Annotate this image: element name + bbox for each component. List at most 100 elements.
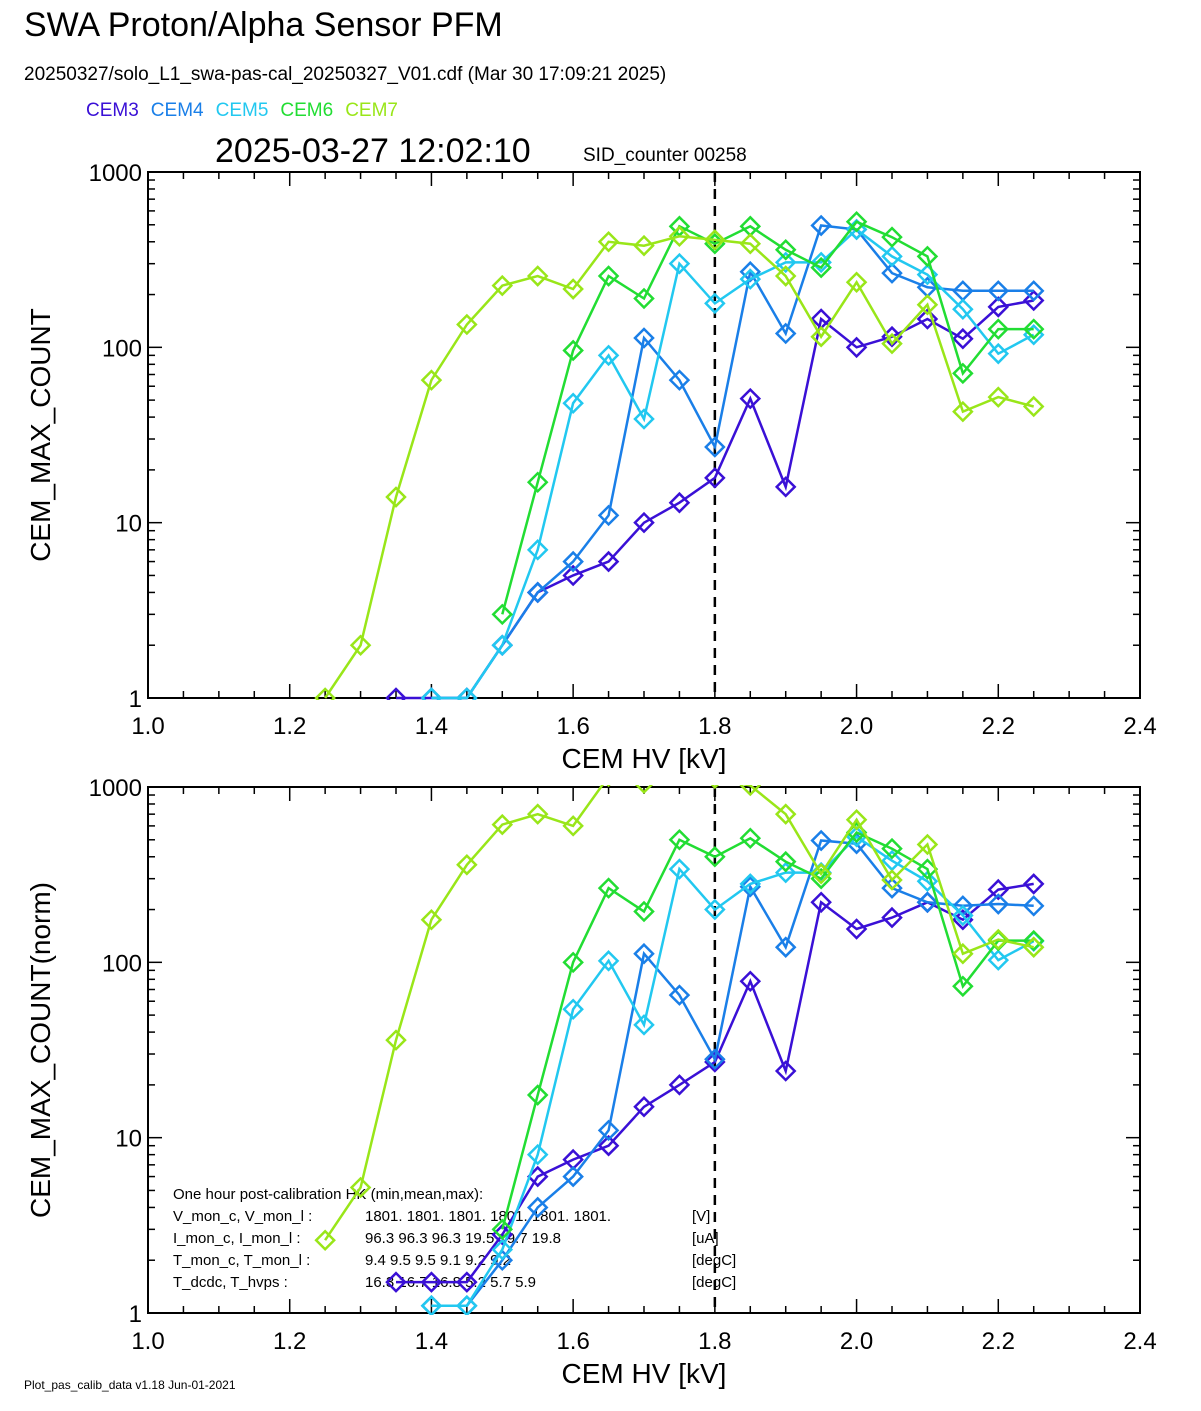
x-axis-label: CEM HV [kV] [562,1358,727,1389]
data-point-marker [845,336,868,359]
data-point-marker [420,908,443,931]
x-tick-label: 1.4 [415,713,448,740]
data-point-marker [562,951,584,974]
data-point-marker [952,942,974,965]
x-tick-label: 1.8 [698,713,731,740]
data-point-marker [881,332,903,355]
data-point-marker [704,1048,726,1071]
data-point-marker [739,873,762,895]
hk-row-unit: [degC] [692,1252,736,1269]
data-point-marker [845,809,868,831]
hk-heading: One hour post-calibration HK (min,mean,m… [173,1186,483,1203]
data-point-marker [668,491,691,514]
series-line [501,830,1034,1230]
data-point-marker [385,1271,407,1293]
data-point-marker [491,1238,514,1261]
data-point-marker [952,327,974,350]
data-point-marker [420,1271,443,1293]
data-point-marker [1022,929,1045,952]
data-point-marker [562,278,584,300]
data-point-marker [739,785,762,797]
data-point-marker [987,893,1010,915]
data-point-marker [810,214,832,237]
data-point-marker [526,803,549,825]
series-cem5 [420,218,1045,700]
sid-counter: SID_counter 00258 [583,145,747,166]
footer-version: Plot_pas_calib_data v1.18 Jun-01-2021 [24,1378,236,1392]
data-point-marker [597,265,620,287]
series-line [431,839,1034,1307]
data-point-marker [668,1074,691,1096]
data-point-marker [845,211,868,233]
data-point-marker [710,785,719,790]
data-point-marker [456,313,478,336]
plot-title: SWA Proton/Alpha Sensor PFM [24,6,503,44]
panel-2: 1.0 1.2 1.4 1.6 1.8 2.0 2.2 2.4 1 10 100 1000 CEM HV… [25,775,1157,1389]
data-point-marker [597,1134,620,1157]
data-point-marker [668,252,691,275]
data-point-marker [597,344,620,367]
data-point-marker [634,785,654,795]
data-point-marker [916,833,939,856]
x-axis-label: CEM HV [kV] [562,743,727,774]
data-point-marker [526,1084,549,1106]
y-tick-label: 1 [129,686,142,713]
series-line [501,220,1034,615]
x-tick-label: 2.2 [982,713,1015,740]
hk-row-values: 96.3 96.3 96.3 19.5 19.7 19.8 [365,1230,561,1247]
data-point-marker [668,369,691,391]
data-point-marker [952,362,974,385]
data-point-marker [739,232,762,255]
data-point-marker [952,975,974,998]
data-point-marker [597,1119,620,1142]
data-point-marker [633,900,655,923]
data-point-marker [606,785,611,788]
y-tick-label: 10 [115,1126,142,1153]
data-point-marker [1022,318,1045,340]
legend-entry-cem3: CEM3 [86,100,139,121]
x-tick-label: 1.8 [698,1328,731,1355]
x-tick-label: 1.2 [273,1328,306,1355]
panel-1: 1.0 1.2 1.4 1.6 1.8 2.0 2.2 2.4 1 10 100 1000 CEM HV… [25,160,1157,774]
data-point-marker [491,603,514,626]
data-point-marker [420,1294,443,1315]
y-axis-label: CEM_MAX_COUNT [25,308,56,562]
timestamp: 2025-03-27 12:02:10 [215,132,531,170]
hk-row-unit: [uA] [692,1230,719,1247]
y-tick-label: 1000 [89,160,142,187]
x-tick-label: 2.0 [840,713,873,740]
data-point-marker [987,928,1010,951]
data-point-marker [526,539,549,561]
data-point-marker [491,813,514,836]
data-point-marker [810,256,832,279]
y-tick-label: 10 [115,511,142,538]
data-point-marker [704,436,726,458]
data-point-marker [633,1096,655,1118]
data-point-marker [633,1014,655,1036]
data-point-marker [916,293,939,316]
legend-entry-cem7: CEM7 [345,100,398,121]
series-line [431,224,1034,700]
data-point-marker [1022,395,1045,418]
data-point-marker [704,292,726,315]
x-tick-label: 2.4 [1123,1328,1156,1355]
hk-annotation: One hour post-calibration HK (min,mean,m… [173,1186,736,1291]
y-axis-label: CEM_MAX_COUNT(norm) [25,882,56,1218]
data-point-marker [562,815,584,837]
data-point-marker [668,858,691,880]
data-point-marker [739,260,762,283]
data-point-marker [881,906,903,929]
data-point-marker [987,878,1010,901]
data-point-marker [491,634,514,656]
data-point-marker [385,486,407,508]
data-point-marker [704,467,726,489]
x-tick-label: 1.2 [273,713,306,740]
data-point-marker [704,1051,726,1073]
data-point-marker [774,265,797,287]
data-point-marker [810,829,832,852]
data-point-marker [952,904,974,927]
data-point-marker [987,318,1010,340]
hk-row-label: T_dcdc, T_hvps : [173,1274,288,1291]
data-point-marker [385,687,407,700]
data-point-marker [562,550,584,573]
